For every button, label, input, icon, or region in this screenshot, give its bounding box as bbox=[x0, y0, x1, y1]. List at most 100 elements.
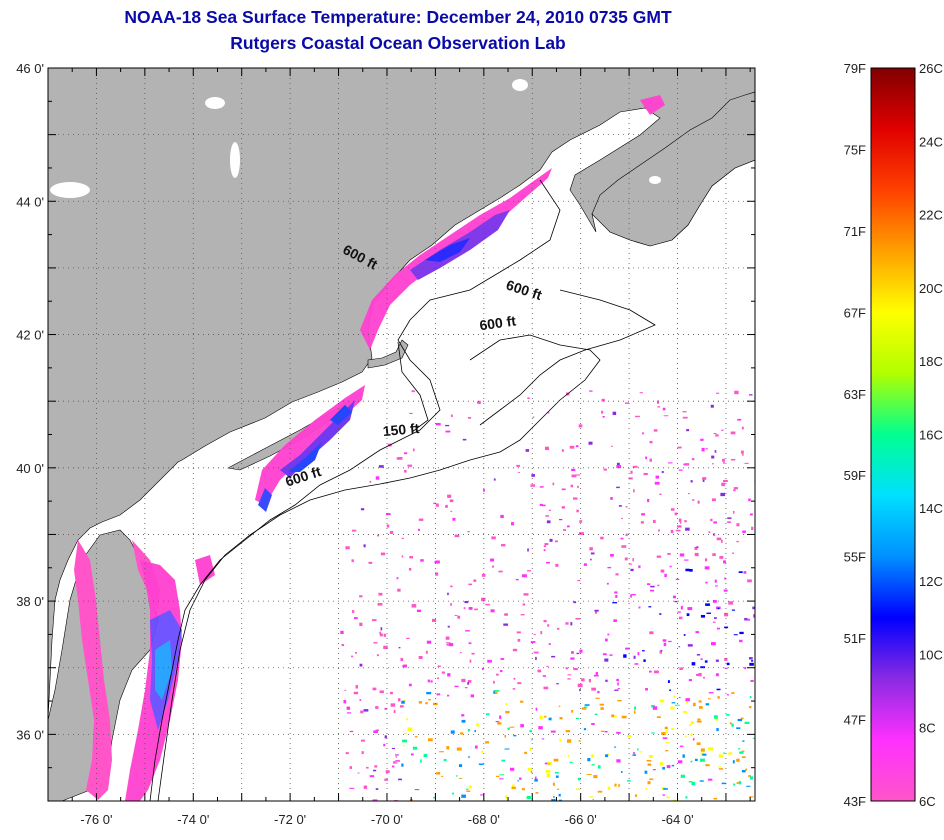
sst-pixel bbox=[454, 614, 458, 617]
sst-pixel bbox=[471, 652, 475, 655]
sst-pixel bbox=[544, 762, 548, 765]
sst-pixel bbox=[344, 689, 347, 691]
sst-pixel bbox=[552, 782, 555, 786]
sst-pixel bbox=[436, 693, 441, 696]
sst-pixel bbox=[652, 769, 656, 771]
sst-pixel bbox=[640, 521, 644, 524]
sst-pixel bbox=[523, 593, 529, 596]
sst-pixel bbox=[748, 657, 753, 660]
sst-pixel bbox=[715, 585, 718, 587]
sst-pixel bbox=[583, 563, 587, 566]
lon-tick-label: -74 0' bbox=[177, 812, 209, 827]
sst-pixel bbox=[589, 390, 593, 392]
sst-pixel bbox=[697, 718, 701, 721]
sst-pixel bbox=[398, 778, 403, 781]
sst-pixel bbox=[369, 480, 372, 483]
sst-pixel bbox=[547, 412, 550, 414]
sst-pixel bbox=[557, 788, 560, 790]
sst-pixel bbox=[459, 651, 462, 654]
sst-pixel bbox=[662, 766, 666, 770]
sst-pixel bbox=[588, 441, 593, 445]
sst-pixel bbox=[561, 449, 564, 452]
sst-pixel bbox=[579, 649, 583, 653]
sst-pixel bbox=[402, 739, 407, 743]
sst-pixel bbox=[680, 774, 685, 778]
sst-pixel bbox=[633, 752, 635, 754]
sst-pixel bbox=[479, 794, 484, 796]
sst-pixel bbox=[683, 634, 686, 636]
sst-pixel bbox=[443, 758, 447, 762]
sst-pixel bbox=[727, 521, 731, 523]
sst-pixel bbox=[349, 787, 355, 789]
sst-pixel bbox=[721, 539, 723, 543]
latitude-axis: 46 0' 44 0' 42 0' 40 0' 38 0' 36 0' bbox=[16, 61, 755, 802]
sst-pixel bbox=[590, 558, 592, 561]
sst-pixel bbox=[375, 788, 379, 790]
sst-pixel bbox=[390, 703, 396, 707]
sst-pixel bbox=[520, 724, 524, 728]
sst-pixel bbox=[374, 765, 378, 768]
sst-pixel bbox=[631, 593, 636, 596]
sst-pixel bbox=[583, 728, 587, 731]
lat-lon-grid bbox=[48, 68, 755, 801]
sst-pixel bbox=[540, 631, 543, 635]
colorbar-f-label: 55F bbox=[844, 550, 866, 565]
sst-pixel bbox=[647, 763, 652, 766]
sst-pixel bbox=[481, 597, 486, 602]
sst-pixel bbox=[751, 526, 754, 531]
sst-pixel bbox=[633, 489, 635, 493]
sst-pixel bbox=[714, 579, 717, 583]
sst-pixel bbox=[558, 793, 561, 797]
sst-pixel bbox=[632, 754, 637, 756]
sst-pixel bbox=[456, 747, 462, 751]
sst-pixel bbox=[505, 795, 508, 799]
sst-pixel bbox=[618, 505, 622, 507]
sst-pixel bbox=[571, 474, 577, 478]
sst-pixel bbox=[490, 558, 495, 562]
sst-pixel bbox=[577, 777, 581, 781]
sst-pixel bbox=[678, 697, 681, 699]
sst-pixel bbox=[616, 759, 621, 763]
sst-pixel bbox=[584, 706, 588, 708]
sst-pixel bbox=[504, 734, 507, 738]
sst-pixel bbox=[359, 595, 363, 598]
sst-pixel bbox=[418, 655, 423, 660]
sst-pixel bbox=[718, 754, 724, 758]
sst-pixel bbox=[744, 666, 747, 670]
sst-pixel bbox=[712, 621, 716, 623]
sst-pixel bbox=[705, 603, 710, 606]
sst-pixel bbox=[664, 573, 667, 578]
sst-pixel bbox=[706, 612, 711, 614]
sst-pixel bbox=[715, 434, 719, 437]
lon-tick-label: -68 0' bbox=[468, 812, 500, 827]
sst-pixel bbox=[634, 706, 637, 710]
sst-pixel bbox=[576, 474, 581, 476]
sst-pixel bbox=[749, 776, 754, 780]
sst-pixel bbox=[454, 534, 460, 538]
sst-pixel bbox=[577, 683, 583, 688]
bathymetry-contours bbox=[149, 179, 656, 801]
sst-pixel bbox=[682, 754, 685, 758]
sst-pixel bbox=[576, 509, 579, 513]
land-nova-scotia bbox=[591, 91, 755, 247]
sst-pixel bbox=[745, 768, 748, 771]
lake bbox=[50, 182, 90, 198]
sst-pixel bbox=[650, 585, 655, 588]
sst-pixel bbox=[543, 619, 547, 623]
sst-pixel bbox=[659, 650, 662, 654]
sst-pixel bbox=[427, 679, 430, 683]
sst-pixel bbox=[483, 488, 485, 492]
sst-pixel bbox=[747, 579, 752, 583]
sst-pixel bbox=[490, 609, 495, 613]
sst-pixel bbox=[702, 753, 707, 756]
sst-pixel bbox=[401, 555, 404, 558]
sst-pixel bbox=[625, 533, 628, 537]
sst-pixel bbox=[445, 424, 450, 427]
sst-pixel bbox=[447, 625, 450, 628]
sst-pixel bbox=[395, 754, 399, 756]
sst-pixel bbox=[409, 556, 414, 559]
sst-pixel bbox=[730, 458, 736, 461]
sst-pixel bbox=[753, 614, 755, 618]
sst-pixel bbox=[658, 529, 660, 532]
sst-pixel bbox=[558, 799, 562, 801]
